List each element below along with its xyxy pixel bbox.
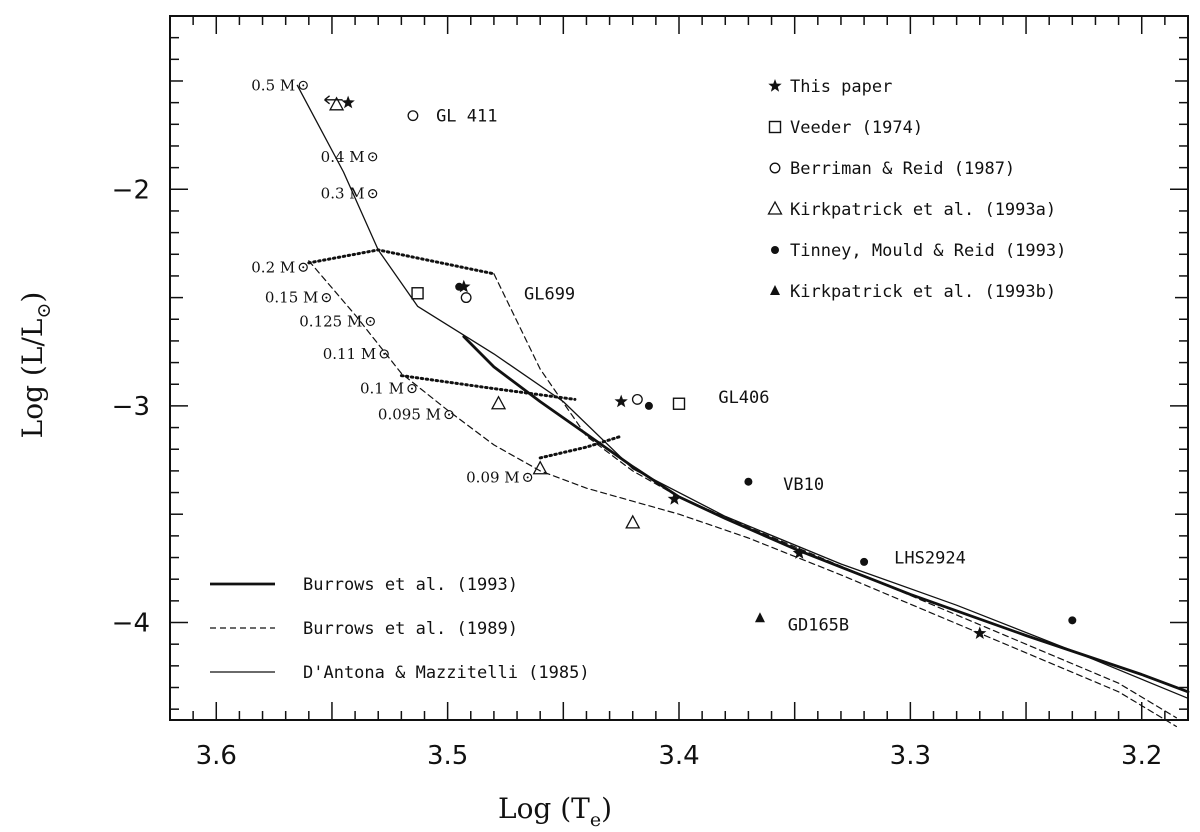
triangle-marker xyxy=(490,395,507,410)
series-line xyxy=(307,248,496,276)
mass-label: 0.4 M xyxy=(321,148,365,166)
legend-label: Tinney, Mould & Reid (1993) xyxy=(790,241,1066,261)
star-name: GL699 xyxy=(524,284,575,304)
y-tick-label: −3 xyxy=(112,392,150,422)
mass-label: 0.3 M xyxy=(321,185,365,203)
x-tick-label: 3.3 xyxy=(890,741,931,771)
x-tick-label: 3.2 xyxy=(1121,741,1162,771)
filled-triangle-marker xyxy=(754,612,765,623)
mass-label: 0.11 M xyxy=(323,345,377,363)
triangle-marker xyxy=(532,460,548,475)
legend-label: Kirkpatrick et al. (1993b) xyxy=(790,282,1056,302)
series-line xyxy=(399,374,577,401)
series-lines xyxy=(296,84,1190,728)
circle-marker xyxy=(769,162,781,174)
solar-symbol-dot xyxy=(448,413,451,416)
solar-symbol-dot xyxy=(371,155,374,158)
solar-symbol-ring xyxy=(379,349,389,359)
y-tick-label: −4 xyxy=(112,609,150,639)
dot-marker xyxy=(455,282,464,291)
legend-line-label: Burrows et al. (1989) xyxy=(303,619,518,639)
star-marker xyxy=(457,279,471,293)
solar-symbol-dot xyxy=(369,320,372,323)
legend-label: This paper xyxy=(790,77,892,97)
dot-marker xyxy=(644,401,653,410)
mass-label: 0.1 M xyxy=(360,380,404,398)
dot-marker xyxy=(860,557,869,566)
triangle-marker xyxy=(767,200,783,215)
solar-symbol-ring xyxy=(444,409,454,420)
dot-marker xyxy=(744,477,753,486)
star-marker xyxy=(341,95,355,109)
solar-symbol-ring xyxy=(368,152,378,162)
x-tick-label: 3.5 xyxy=(427,741,468,771)
mass-label: 0.5 M xyxy=(251,76,295,94)
solar-symbol-ring xyxy=(407,383,417,394)
solar-symbol-ring xyxy=(298,262,308,272)
star-name: VB10 xyxy=(783,475,824,495)
solar-symbol-ring xyxy=(298,80,308,90)
circle-marker xyxy=(407,110,419,122)
star-name: GL406 xyxy=(718,388,769,408)
arrow-icon xyxy=(324,95,343,105)
solar-symbol-ring xyxy=(365,316,375,327)
y-axis-label: Log (L/L⊙) xyxy=(16,292,55,439)
square-marker xyxy=(672,397,686,410)
star-name: GL 411 xyxy=(436,107,497,127)
solar-symbol-dot xyxy=(371,192,374,195)
mass-label: 0.2 M xyxy=(251,258,295,276)
star-marker xyxy=(768,79,782,92)
marker-legend: This paper Veeder (1974) Berriman & Reid (… xyxy=(767,77,1066,302)
solar-symbol-ring xyxy=(368,189,378,199)
mass-label: 0.15 M xyxy=(265,289,319,307)
line-legend: Burrows et al. (1993) Burrows et al. (198… xyxy=(210,575,590,683)
star-marker xyxy=(614,394,628,408)
star-name: GD165B xyxy=(788,616,849,636)
mass-label: 0.095 M xyxy=(378,406,441,424)
dot-marker xyxy=(1068,616,1077,625)
circle-marker xyxy=(631,393,643,405)
solar-symbol-dot xyxy=(383,352,386,355)
x-tick-label: 3.4 xyxy=(658,741,699,771)
legend-label: Kirkpatrick et al. (1993a) xyxy=(790,200,1056,220)
legend-line-label: Burrows et al. (1993) xyxy=(303,575,518,595)
triangle-marker xyxy=(328,96,345,111)
square-marker xyxy=(411,287,424,300)
legend-line-label: D'Antona & Mazzitelli (1985) xyxy=(303,663,590,683)
x-axis-label: Log (Te) xyxy=(498,792,612,831)
star-marker xyxy=(792,546,806,559)
circle-marker xyxy=(460,292,472,304)
mass-labels: 0.5 M 0.4 M 0.3 M 0.2 M 0.15 M 0.125 M 0.11 M 0… xyxy=(251,76,533,486)
series-line xyxy=(296,84,1189,699)
axis-ticks: 3.6 3.5 3.4 3.3 3.2 −2 −3 −4 xyxy=(112,16,1189,771)
solar-symbol-ring xyxy=(321,293,331,303)
series-line xyxy=(538,434,623,460)
series-line xyxy=(462,335,1190,694)
solar-symbol-dot xyxy=(325,296,328,299)
square-marker xyxy=(768,120,782,134)
star-marker xyxy=(667,492,681,505)
solar-symbol-dot xyxy=(302,266,305,269)
legend-label: Veeder (1974) xyxy=(790,118,923,138)
star-name: LHS2924 xyxy=(894,549,966,569)
series-line xyxy=(493,273,1178,719)
x-tick-label: 3.6 xyxy=(196,741,237,771)
solar-symbol-dot xyxy=(526,476,529,479)
mass-label: 0.125 M xyxy=(299,312,362,330)
star-name-labels: GL 411 GL699 GL406 VB10 LHS2924 GD165B xyxy=(436,107,966,636)
mass-label: 0.09 M xyxy=(466,468,520,486)
legend-label: Berriman & Reid (1987) xyxy=(790,159,1015,179)
data-points xyxy=(324,95,1077,639)
plot-frame xyxy=(169,15,1189,721)
solar-symbol-ring xyxy=(523,472,533,482)
series-line xyxy=(308,260,1178,728)
solar-symbol-dot xyxy=(302,84,305,87)
filled-triangle-marker xyxy=(770,285,780,295)
dot-marker xyxy=(771,246,779,254)
solar-symbol-dot xyxy=(410,387,413,390)
star-marker xyxy=(973,626,987,639)
y-tick-label: −2 xyxy=(112,175,150,205)
triangle-marker xyxy=(625,514,641,529)
